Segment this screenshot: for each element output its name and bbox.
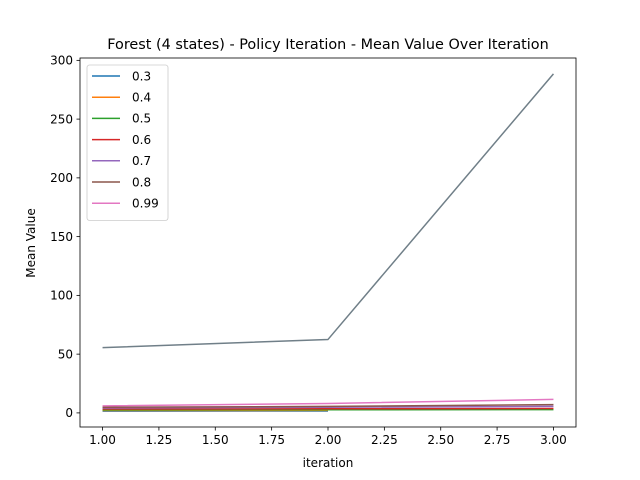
y-tick-label: 300: [50, 54, 73, 68]
x-axis-label: iteration: [303, 456, 354, 470]
y-axis: 0 50 100 150 200 250 300: [50, 54, 80, 420]
legend-label: 0.5: [132, 112, 151, 126]
legend-label: 0.4: [132, 91, 151, 105]
x-tick-label: 3.00: [540, 433, 567, 447]
x-tick-label: 1.75: [258, 433, 285, 447]
x-tick-label: 1.50: [202, 433, 229, 447]
y-tick-label: 100: [50, 289, 73, 303]
x-tick-label: 2.75: [484, 433, 511, 447]
legend-label: 0.99: [132, 197, 159, 211]
x-tick-label: 2.00: [315, 433, 342, 447]
x-axis: 1.00 1.25 1.50 1.75 2.00 2.25 2.50 2.75 3.00: [89, 427, 567, 447]
x-tick-label: 2.25: [371, 433, 398, 447]
y-tick-label: 150: [50, 230, 73, 244]
y-tick-label: 50: [58, 347, 73, 361]
legend-label: 0.8: [132, 175, 151, 189]
x-tick-label: 2.50: [427, 433, 454, 447]
legend-label: 0.7: [132, 154, 151, 168]
legend-label: 0.6: [132, 133, 151, 147]
y-tick-label: 200: [50, 171, 73, 185]
series-line: [102, 398, 554, 407]
series-line: [102, 403, 554, 409]
y-tick-label: 0: [65, 406, 73, 420]
x-tick-label: 1.00: [89, 433, 116, 447]
legend-label: 0.3: [132, 69, 151, 83]
series-layer: [102, 73, 555, 412]
y-tick-label: 250: [50, 112, 73, 126]
series-line: [102, 73, 555, 349]
y-axis-label: Mean Value: [24, 208, 38, 277]
legend: 0.3 0.4 0.5 0.6 0.7 0.8 0.99: [86, 64, 169, 221]
x-tick-label: 1.25: [146, 433, 173, 447]
chart-title: Forest (4 states) - Policy Iteration - M…: [107, 37, 548, 53]
